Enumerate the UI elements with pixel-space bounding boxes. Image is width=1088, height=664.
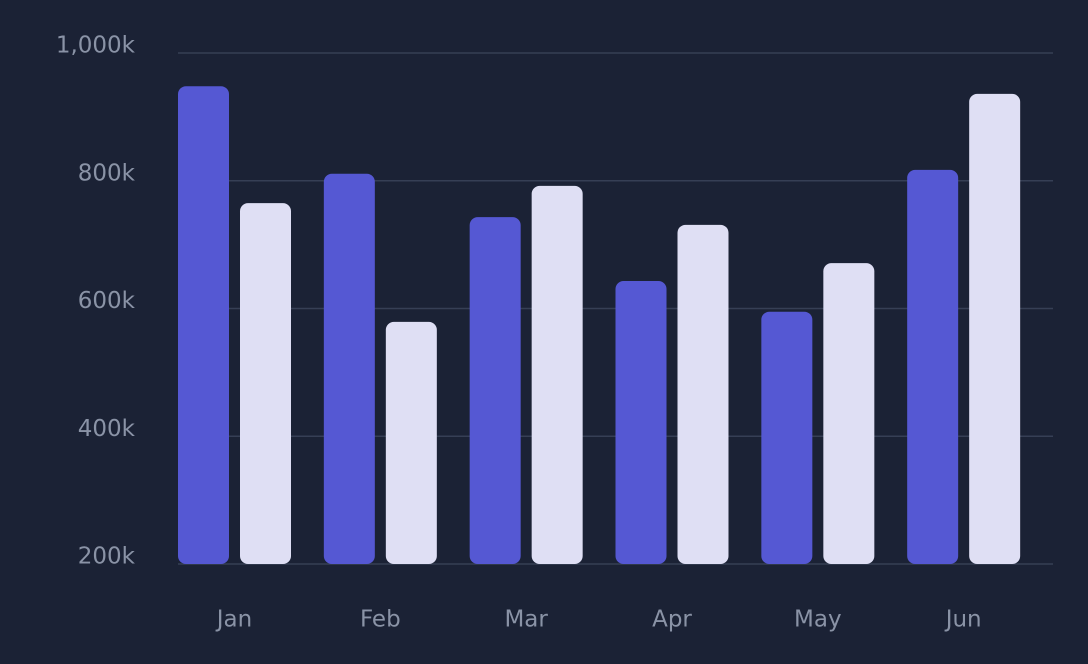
y-tick-label: 400k	[78, 416, 136, 442]
x-tick-label: Mar	[504, 607, 548, 633]
bar	[615, 281, 667, 564]
bar	[823, 263, 875, 564]
x-tick-label: Apr	[652, 607, 692, 633]
bar	[677, 224, 729, 565]
bar	[469, 217, 521, 564]
y-tick-label: 1,000k	[56, 33, 136, 59]
bar	[907, 169, 959, 565]
y-tick-label: 800k	[78, 160, 136, 186]
x-tick-label: Feb	[360, 607, 401, 633]
bar	[531, 185, 583, 565]
bar	[385, 321, 437, 564]
bar	[761, 311, 813, 564]
x-tick-label: May	[794, 607, 842, 633]
bar	[969, 93, 1021, 564]
y-tick-label: 200k	[78, 544, 136, 570]
bar	[240, 203, 291, 564]
x-tick-label: Jun	[944, 607, 982, 633]
bar	[178, 86, 229, 564]
x-tick-label: Jan	[215, 607, 252, 633]
y-tick-label: 600k	[78, 288, 136, 314]
bar	[323, 173, 375, 564]
